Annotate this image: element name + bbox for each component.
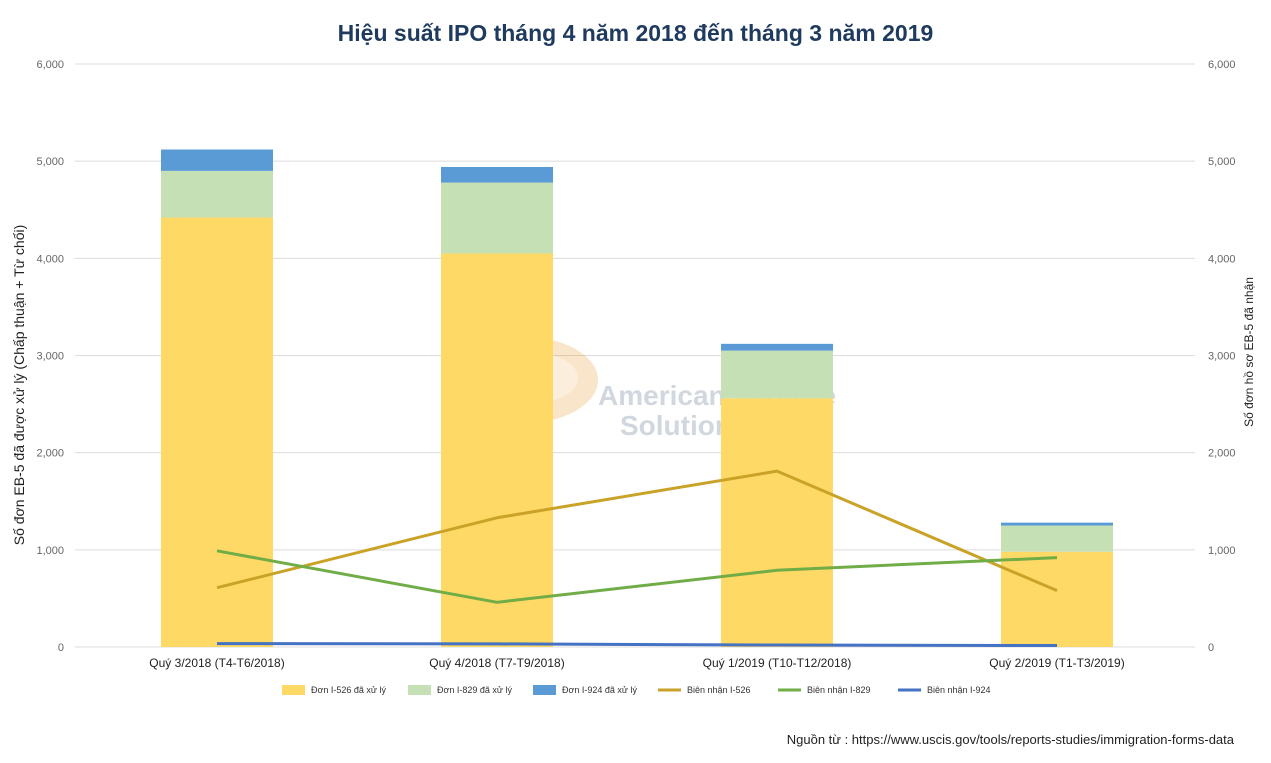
legend-swatch: [282, 685, 305, 695]
bar-segment: [721, 398, 833, 647]
bar-segment: [161, 170, 273, 218]
source-note: Nguồn từ : https://www.uscis.gov/tools/r…: [786, 732, 1234, 747]
bar-segment: [721, 343, 833, 351]
x-tick-label: Quý 2/2019 (T1-T3/2019): [989, 656, 1124, 670]
y-tick-left: 6,000: [36, 59, 64, 71]
y-tick-right: 5,000: [1208, 156, 1236, 168]
y-axis-left-ticks: 0 1,000 2,000 3,000 4,000 5,000 6,000: [36, 59, 64, 654]
legend: Đơn I-526 đã xử lý Đơn I-829 đã xử lý Đơn …: [282, 685, 991, 695]
y-tick-right: 1,000: [1208, 545, 1236, 557]
legend-label: Biên nhận I-526: [687, 685, 751, 695]
bar-segment: [441, 253, 553, 647]
y-tick-right: 2,000: [1208, 448, 1236, 460]
y-axis-left-label: Số đơn EB-5 đã được xử lý (Chấp thuận + …: [11, 225, 27, 546]
legend-label: Đơn I-829 đã xử lý: [437, 685, 512, 695]
x-tick-label: Quý 3/2018 (T4-T6/2018): [149, 656, 284, 670]
series-line: [216, 642, 1058, 648]
legend-label: Biên nhận I-924: [927, 685, 991, 695]
series-line: [216, 549, 1058, 604]
x-axis-categories: Quý 3/2018 (T4-T6/2018) Quý 4/2018 (T7-T9…: [149, 656, 1124, 670]
y-tick-left: 4,000: [36, 253, 64, 265]
y-tick-left: 5,000: [36, 156, 64, 168]
y-tick-right: 4,000: [1208, 253, 1236, 265]
stacked-bars: [161, 149, 1113, 648]
y-axis-right-label: Số đơn hồ sơ EB-5 đã nhận: [1242, 277, 1256, 427]
legend-swatch: [408, 685, 431, 695]
bar-segment: [721, 350, 833, 399]
y-tick-right: 3,000: [1208, 351, 1236, 363]
bar-segment: [161, 217, 273, 648]
bar-segment: [1001, 522, 1113, 526]
bar-segment: [1001, 525, 1113, 552]
legend-swatch: [533, 685, 556, 695]
y-tick-left: 0: [58, 642, 64, 654]
bar-segment: [441, 182, 553, 254]
y-tick-left: 2,000: [36, 448, 64, 460]
x-tick-label: Quý 4/2018 (T7-T9/2018): [429, 656, 564, 670]
y-tick-right: 0: [1208, 642, 1214, 654]
bar-segment: [1001, 551, 1113, 647]
legend-label: Đơn I-526 đã xử lý: [311, 685, 386, 695]
y-axis-right-ticks: 0 1,000 2,000 3,000 4,000 5,000 6,000: [1208, 59, 1236, 654]
legend-label: Đơn I-924 đã xử lý: [562, 685, 637, 695]
legend-label: Biên nhận I-829: [807, 685, 871, 695]
line-series: [216, 469, 1058, 648]
y-tick-left: 1,000: [36, 545, 64, 557]
chart-title: Hiệu suất IPO tháng 4 năm 2018 đến tháng…: [337, 20, 934, 46]
x-tick-label: Quý 1/2019 (T10-T12/2018): [703, 656, 852, 670]
y-tick-right: 6,000: [1208, 59, 1236, 71]
bar-segment: [441, 166, 553, 183]
bar-segment: [161, 149, 273, 171]
y-tick-left: 3,000: [36, 351, 64, 363]
series-line: [216, 469, 1058, 593]
